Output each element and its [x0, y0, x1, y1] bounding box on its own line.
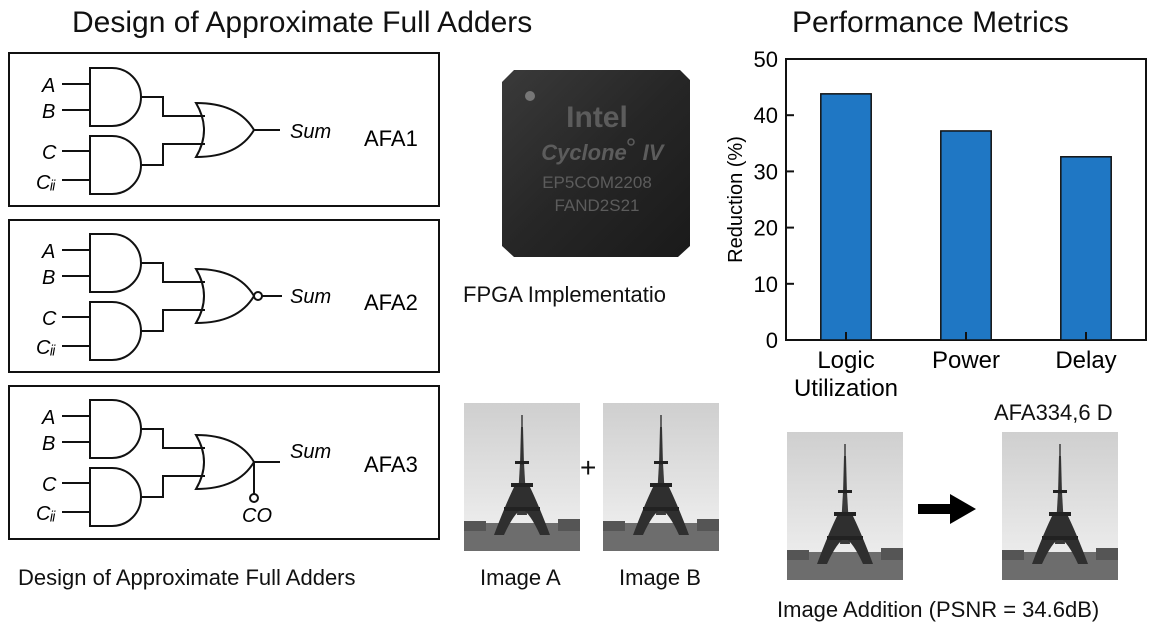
afa3-circuit	[61, 399, 280, 527]
afa3-input-b: B	[42, 433, 55, 455]
afa3-input-cin: Cᵢᵢ	[36, 503, 56, 525]
x-tick-label-2-0: Delay	[1055, 347, 1116, 374]
afa3-carry-out: CO	[242, 505, 272, 527]
afa1-label: AFA1	[364, 126, 418, 151]
afa2-input-b: B	[42, 267, 55, 289]
x-tick-label-0-0: Logic	[817, 347, 874, 374]
afa3-input-a: A	[41, 407, 55, 429]
chip-part-line2: FAND2S21	[554, 196, 639, 215]
image-a	[464, 403, 580, 551]
fpga-caption: FPGA Implementatio	[463, 282, 666, 307]
chip-body	[502, 70, 690, 257]
chip-brand: Intel	[566, 101, 628, 134]
circuits-diagram: A B C Cᵢᵢ Sum A B C Cᵢᵢ Sum A B C Cᵢᵢ Su…	[8, 52, 440, 540]
image-a-label: Image A	[480, 565, 561, 590]
y-axis-label: Reduction (%)	[725, 136, 747, 263]
circuits-caption: Design of Approximate Full Adders	[18, 565, 356, 590]
afa2-circuit	[61, 233, 282, 361]
fpga-chip: Intel Cyclone IV EP5COM2208 FAND2S21	[502, 70, 690, 257]
afa3-label: AFA3	[364, 452, 418, 477]
afa1-input-a: A	[41, 75, 55, 97]
chip-family-suffix: IV	[643, 140, 666, 165]
image-addition-caption: Image Addition (PSNR = 34.6dB)	[777, 597, 1100, 622]
bar-0	[820, 93, 872, 341]
right-title: Performance Metrics	[792, 6, 1069, 39]
chip-trademark-icon	[627, 138, 635, 146]
afa3-panel	[8, 385, 440, 540]
afa1-input-cin: Cᵢᵢ	[36, 172, 56, 194]
afa2-input-a: A	[41, 241, 55, 263]
result-label: AFA334,6 D	[994, 400, 1113, 425]
image-b	[603, 403, 719, 551]
afa2-label: AFA2	[364, 290, 418, 315]
y-tick-label-0: 0	[766, 328, 778, 353]
afa2-input-c: C	[42, 308, 57, 330]
afa1-input-b: B	[42, 101, 55, 123]
image-b-label: Image B	[619, 565, 701, 590]
input-image	[787, 432, 903, 580]
y-tick-label-2: 20	[754, 216, 778, 241]
y-tick-label-4: 40	[754, 103, 778, 128]
x-tick-label-0-1: Utilization	[794, 375, 898, 402]
y-tick-label-5: 50	[754, 50, 778, 72]
afa3-input-c: C	[42, 474, 57, 496]
afa1-circuit	[61, 67, 280, 195]
bar-1	[940, 130, 992, 341]
arrow-icon	[918, 494, 976, 524]
x-tick-label-1-0: Power	[932, 347, 1000, 374]
afa1-input-c: C	[42, 142, 57, 164]
chip-family: Cyclone	[541, 140, 627, 165]
afa1-panel	[8, 52, 440, 207]
plus-sign: +	[580, 452, 597, 483]
afa2-output: Sum	[290, 286, 331, 308]
y-tick-label-3: 30	[754, 159, 778, 184]
afa1-output: Sum	[290, 121, 331, 143]
result-image	[1002, 432, 1118, 580]
afa3-output: Sum	[290, 441, 331, 463]
left-title: Design of Approximate Full Adders	[72, 6, 533, 39]
afa2-panel	[8, 219, 440, 373]
y-tick-label-1: 10	[754, 272, 778, 297]
afa2-input-cin: Cᵢᵢ	[36, 337, 56, 359]
bar-2	[1060, 156, 1112, 341]
chip-part-line1: EP5COM2208	[542, 173, 652, 192]
chip-pin1-dot	[525, 91, 535, 101]
